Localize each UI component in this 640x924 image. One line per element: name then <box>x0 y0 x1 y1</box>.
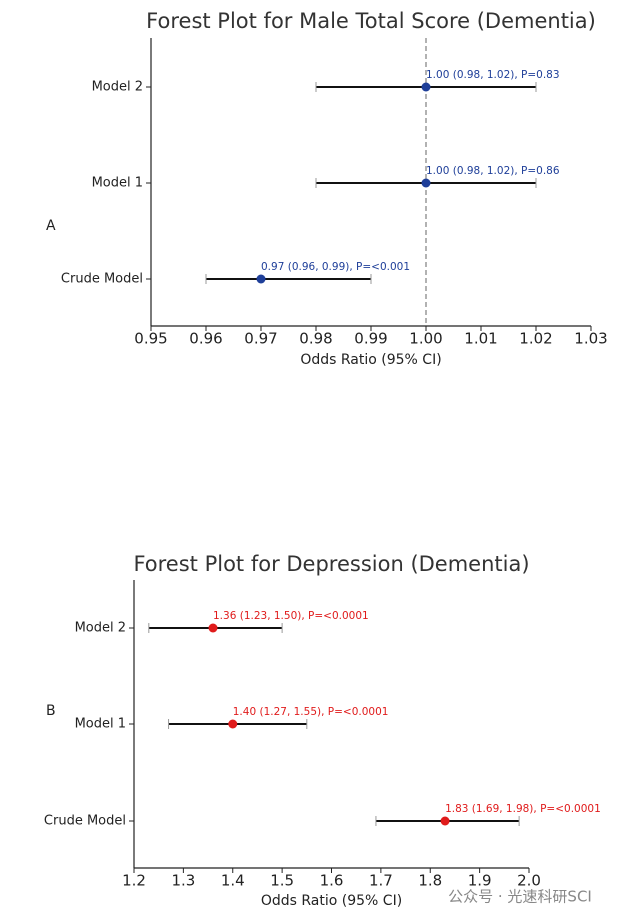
panel-label: B <box>46 703 56 719</box>
x-tick-label: 1.6 <box>320 872 344 890</box>
x-tick-label: 0.97 <box>244 330 277 348</box>
x-tick-label: 1.9 <box>468 872 492 890</box>
x-tick-label: 1.8 <box>418 872 442 890</box>
x-tick-label: 0.95 <box>134 330 167 348</box>
x-axis-title: Odds Ratio (95% CI) <box>300 352 441 368</box>
chart-title: Forest Plot for Depression (Dementia) <box>133 552 529 576</box>
value-label: 0.97 (0.96, 0.99), P=<0.001 <box>261 261 410 273</box>
value-label: 1.83 (1.69, 1.98), P=<0.0001 <box>445 803 601 815</box>
x-tick-label: 1.4 <box>221 872 245 890</box>
x-tick-label: 1.00 <box>409 330 442 348</box>
x-tick-label: 1.2 <box>122 872 146 890</box>
x-tick-label: 2.0 <box>517 872 541 890</box>
point-estimate <box>228 719 238 729</box>
x-tick-label: 1.3 <box>171 872 195 890</box>
x-tick-label: 1.01 <box>464 330 497 348</box>
x-tick-label: 0.99 <box>354 330 387 348</box>
point-estimate <box>421 178 431 188</box>
y-tick-label: Model 2 <box>92 80 143 95</box>
value-label: 1.00 (0.98, 1.02), P=0.83 <box>426 69 560 81</box>
y-tick-label: Crude Model <box>61 272 143 287</box>
y-tick-label: Crude Model <box>44 814 126 829</box>
point-estimate <box>208 623 218 633</box>
point-estimate <box>256 274 266 284</box>
x-tick-label: 0.98 <box>299 330 332 348</box>
x-tick-label: 1.5 <box>270 872 294 890</box>
x-tick-label: 1.7 <box>369 872 393 890</box>
y-tick-label: Model 1 <box>75 717 126 732</box>
x-axis-title: Odds Ratio (95% CI) <box>261 893 402 909</box>
y-tick-label: Model 1 <box>92 176 143 191</box>
point-estimate <box>421 82 431 92</box>
value-label: 1.00 (0.98, 1.02), P=0.86 <box>426 165 560 177</box>
value-label: 1.40 (1.27, 1.55), P=<0.0001 <box>233 706 389 718</box>
value-label: 1.36 (1.23, 1.50), P=<0.0001 <box>213 610 369 622</box>
x-tick-label: 1.02 <box>519 330 552 348</box>
x-tick-label: 0.96 <box>189 330 222 348</box>
point-estimate <box>440 816 450 826</box>
x-tick-label: 1.03 <box>574 330 607 348</box>
y-tick-label: Model 2 <box>75 621 126 636</box>
panel-label: A <box>46 218 56 234</box>
chart-title: Forest Plot for Male Total Score (Dement… <box>146 9 596 33</box>
watermark: 公众号 · 光速科研SCI <box>448 888 592 906</box>
